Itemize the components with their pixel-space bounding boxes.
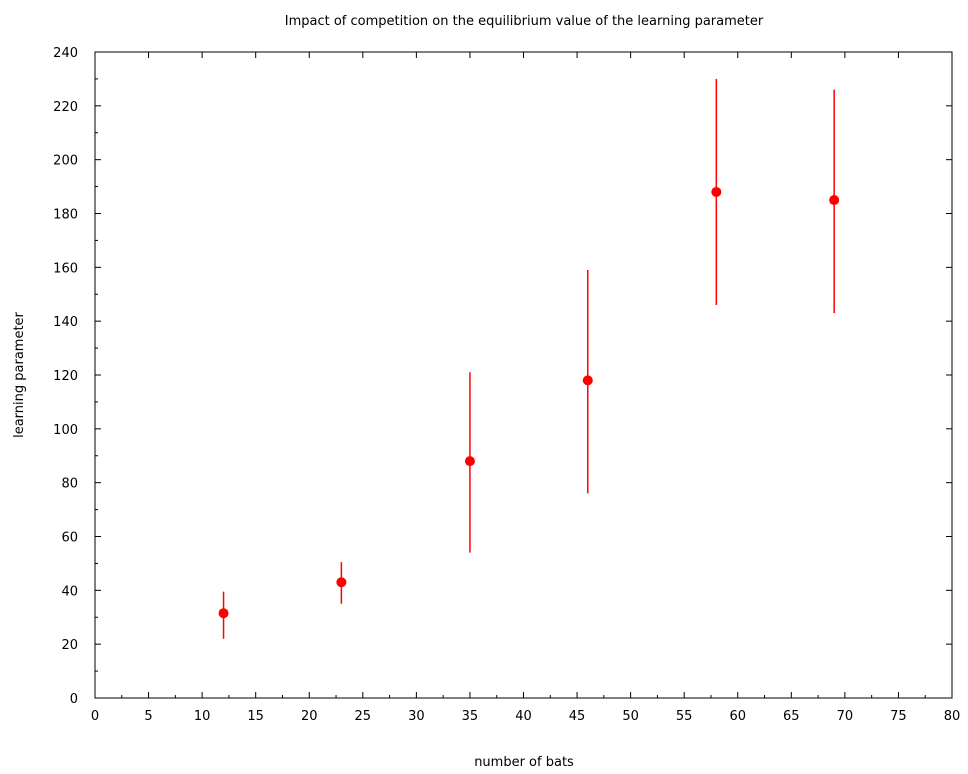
y-tick-label: 100: [53, 423, 78, 438]
y-tick-label: 60: [61, 531, 78, 546]
data-point: [829, 195, 840, 206]
x-tick-label: 20: [301, 709, 318, 724]
y-tick-label: 20: [61, 638, 78, 653]
x-tick-label: 35: [462, 709, 479, 724]
data-point: [218, 608, 229, 619]
x-tick-label: 70: [837, 709, 854, 724]
x-tick-label: 75: [890, 709, 907, 724]
x-tick-label: 0: [91, 709, 99, 724]
y-tick-label: 40: [61, 584, 78, 599]
x-tick-label: 45: [569, 709, 586, 724]
y-tick-label: 160: [53, 261, 78, 276]
y-tick-label: 140: [53, 315, 78, 330]
x-axis: 0 5 10 15 20 25 30 35 40 45 50 55 60 65 70 75 80: [91, 52, 960, 724]
x-tick-label: 50: [622, 709, 639, 724]
data-point: [464, 456, 475, 467]
x-axis-label: number of bats: [474, 755, 574, 770]
chart-title: Impact of competition on the equilibrium…: [285, 14, 764, 29]
x-tick-label: 55: [676, 709, 693, 724]
x-tick-label: 60: [729, 709, 746, 724]
x-tick-label: 25: [355, 709, 372, 724]
y-tick-label: 200: [53, 154, 78, 169]
x-tick-label: 30: [408, 709, 425, 724]
data-point: [582, 375, 593, 386]
x-tick-label: 65: [783, 709, 800, 724]
error-bars: [222, 78, 835, 639]
y-axis: 0 20 40 60 80 100 120 140 160 180 200 220 240: [53, 46, 952, 707]
x-tick-label: 10: [194, 709, 211, 724]
y-tick-label: 240: [53, 46, 78, 61]
data-point: [711, 186, 722, 197]
y-tick-label: 120: [53, 369, 78, 384]
y-tick-label: 180: [53, 208, 78, 223]
x-tick-label: 5: [144, 709, 152, 724]
y-axis-label: learning parameter: [12, 311, 27, 437]
y-tick-label: 0: [70, 692, 78, 707]
x-tick-label: 40: [515, 709, 532, 724]
data-point: [336, 577, 347, 588]
x-tick-label: 80: [944, 709, 961, 724]
y-tick-label: 220: [53, 100, 78, 115]
data-points: [218, 186, 840, 619]
y-tick-label: 80: [61, 477, 78, 492]
x-tick-label: 15: [247, 709, 264, 724]
